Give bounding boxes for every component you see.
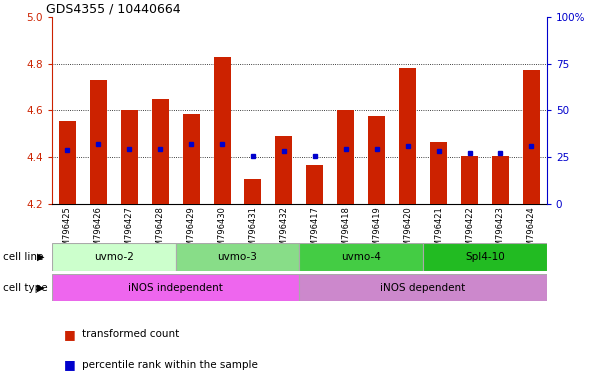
Text: cell line: cell line — [3, 252, 43, 262]
Bar — [244, 179, 262, 204]
Text: GDS4355 / 10440664: GDS4355 / 10440664 — [46, 2, 180, 15]
Bar — [52, 274, 299, 301]
Bar — [59, 121, 76, 204]
Bar — [337, 111, 354, 204]
Bar — [430, 142, 447, 204]
Bar — [90, 80, 107, 204]
Bar — [461, 156, 478, 204]
Bar — [299, 243, 423, 271]
Text: ▶: ▶ — [37, 252, 44, 262]
Text: cell type: cell type — [3, 283, 48, 293]
Text: percentile rank within the sample: percentile rank within the sample — [82, 360, 258, 370]
Bar — [399, 68, 416, 204]
Bar — [523, 70, 540, 204]
Text: transformed count: transformed count — [82, 329, 180, 339]
Text: uvmo-2: uvmo-2 — [94, 252, 134, 262]
Text: iNOS independent: iNOS independent — [128, 283, 223, 293]
Bar — [368, 116, 385, 204]
Bar — [52, 243, 176, 271]
Bar — [152, 99, 169, 204]
Text: Spl4-10: Spl4-10 — [465, 252, 505, 262]
Text: ▶: ▶ — [37, 283, 44, 293]
Bar — [121, 111, 137, 204]
Bar — [183, 114, 200, 204]
Text: ■: ■ — [64, 358, 76, 371]
Bar — [299, 274, 547, 301]
Text: uvmo-3: uvmo-3 — [218, 252, 257, 262]
Bar — [214, 57, 230, 204]
Bar — [306, 165, 323, 204]
Bar — [176, 243, 299, 271]
Bar — [423, 243, 547, 271]
Text: ■: ■ — [64, 328, 76, 341]
Text: iNOS dependent: iNOS dependent — [381, 283, 466, 293]
Bar — [492, 156, 509, 204]
Text: uvmo-4: uvmo-4 — [342, 252, 381, 262]
Bar — [276, 136, 293, 204]
